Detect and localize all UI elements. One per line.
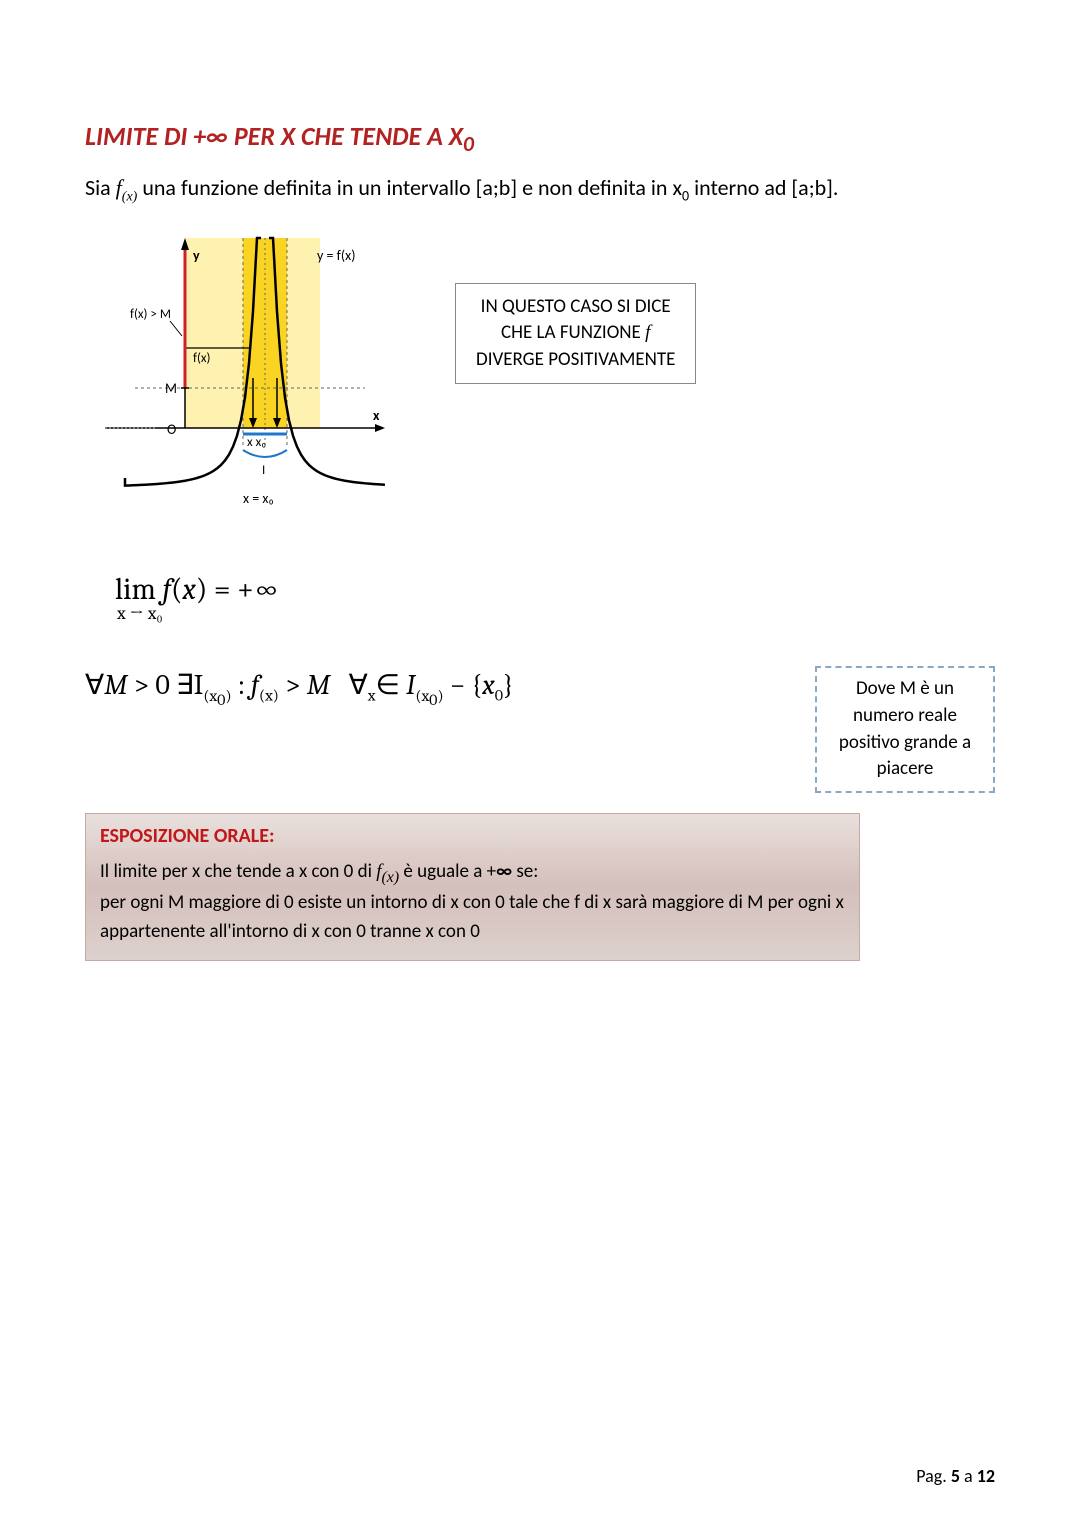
function-graph: y x O Mf(x) f(x) > M y = f(x) x x₀ Ix = x₀ bbox=[85, 228, 395, 523]
oral-explanation-box: ESPOSIZIONE ORALE: Il limite per x che t… bbox=[85, 813, 860, 962]
figure-row: y x O Mf(x) f(x) > M y = f(x) x x₀ Ix = x₀ IN Q… bbox=[85, 228, 995, 523]
oral-line-2: per ogni M maggiore di 0 esiste un intor… bbox=[100, 889, 845, 946]
svg-text:y = f(x): y = f(x) bbox=[317, 247, 355, 264]
svg-text:x: x bbox=[373, 407, 380, 424]
page-title: LIMITE DI +∞ PER X CHE TENDE A X0 bbox=[85, 120, 995, 157]
oral-title: ESPOSIZIONE ORALE: bbox=[100, 824, 845, 848]
limit-expression: lim f(x) = +∞ bbox=[115, 573, 995, 606]
svg-text:y: y bbox=[193, 247, 200, 264]
info-callout: IN QUESTO CASO SI DICECHE LA FUNZIONE fD… bbox=[455, 283, 696, 385]
oral-line-1: Il limite per x che tende a x con 0 di f… bbox=[100, 858, 845, 890]
svg-text:x x₀: x x₀ bbox=[247, 435, 266, 450]
limit-equation: lim f(x) = +∞ x → x₀ bbox=[115, 573, 995, 624]
svg-text:x = x₀: x = x₀ bbox=[243, 490, 274, 507]
svg-text:O: O bbox=[167, 421, 176, 438]
intro-text: Sia f(x) una funzione definita in un int… bbox=[85, 171, 995, 207]
svg-text:I: I bbox=[262, 463, 265, 478]
definition-row: ∀M > 0 ∃I(x0) : f(x) > M ∀x∈ I(x0) − {x0… bbox=[85, 668, 995, 792]
formal-definition: ∀M > 0 ∃I(x0) : f(x) > M ∀x∈ I(x0) − {x0… bbox=[85, 668, 775, 709]
svg-text:f(x) > M: f(x) > M bbox=[130, 307, 171, 322]
svg-text:f(x): f(x) bbox=[193, 351, 210, 366]
page-footer: Pag. 5 a 12 bbox=[916, 1465, 995, 1487]
side-note: Dove M è un numero reale positivo grande… bbox=[815, 666, 995, 792]
svg-text:M: M bbox=[165, 380, 177, 397]
